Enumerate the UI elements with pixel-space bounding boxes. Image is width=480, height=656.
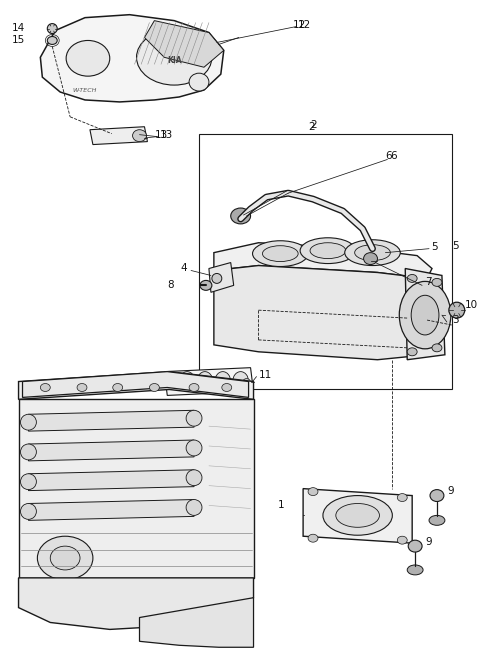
Ellipse shape <box>37 536 93 580</box>
Ellipse shape <box>432 344 442 352</box>
Polygon shape <box>140 598 253 647</box>
Bar <box>199 134 452 390</box>
Polygon shape <box>40 14 224 102</box>
Ellipse shape <box>397 493 407 502</box>
Ellipse shape <box>397 536 407 544</box>
Text: 8: 8 <box>168 280 174 291</box>
Polygon shape <box>28 410 194 431</box>
Text: 6: 6 <box>390 152 397 161</box>
Ellipse shape <box>242 379 251 386</box>
Ellipse shape <box>308 534 318 542</box>
Ellipse shape <box>212 274 222 283</box>
Ellipse shape <box>215 372 231 392</box>
Ellipse shape <box>399 281 451 349</box>
Polygon shape <box>90 127 147 144</box>
Text: 5: 5 <box>452 241 458 251</box>
Ellipse shape <box>222 384 232 392</box>
Ellipse shape <box>263 246 298 262</box>
Text: 9: 9 <box>425 537 432 547</box>
Ellipse shape <box>21 444 36 460</box>
Text: 15: 15 <box>12 35 25 45</box>
Ellipse shape <box>411 295 439 335</box>
Ellipse shape <box>136 30 212 85</box>
Ellipse shape <box>252 241 308 266</box>
Ellipse shape <box>449 302 465 318</box>
Ellipse shape <box>323 495 392 535</box>
Ellipse shape <box>363 253 377 264</box>
Ellipse shape <box>77 384 87 392</box>
Ellipse shape <box>200 280 212 291</box>
Polygon shape <box>23 372 249 398</box>
Ellipse shape <box>179 372 195 392</box>
Ellipse shape <box>233 372 249 392</box>
Polygon shape <box>19 578 253 629</box>
Ellipse shape <box>429 516 445 525</box>
Ellipse shape <box>66 41 110 76</box>
Ellipse shape <box>149 384 159 392</box>
Ellipse shape <box>197 372 213 392</box>
Ellipse shape <box>48 24 57 33</box>
Ellipse shape <box>308 487 318 495</box>
Polygon shape <box>19 400 253 578</box>
Text: 9: 9 <box>447 485 454 496</box>
Ellipse shape <box>189 73 209 91</box>
Text: W-TECH: W-TECH <box>72 87 96 92</box>
Text: 13: 13 <box>159 130 173 140</box>
Text: 11: 11 <box>259 369 272 380</box>
Text: KIA: KIA <box>167 56 181 65</box>
Text: 10: 10 <box>465 300 478 310</box>
Ellipse shape <box>408 540 422 552</box>
Ellipse shape <box>170 379 178 386</box>
Text: 5: 5 <box>431 241 438 252</box>
Text: 4: 4 <box>180 262 187 272</box>
Text: 3: 3 <box>452 315 458 325</box>
Ellipse shape <box>336 504 380 527</box>
Polygon shape <box>28 499 194 520</box>
Ellipse shape <box>310 243 346 258</box>
Ellipse shape <box>432 278 442 287</box>
Ellipse shape <box>407 348 417 356</box>
Text: 2: 2 <box>308 122 315 132</box>
Polygon shape <box>209 262 234 293</box>
Ellipse shape <box>40 384 50 392</box>
Ellipse shape <box>50 546 80 570</box>
Ellipse shape <box>231 208 251 224</box>
Ellipse shape <box>132 130 146 142</box>
Ellipse shape <box>186 470 202 485</box>
Text: 13: 13 <box>155 130 168 140</box>
Ellipse shape <box>355 245 390 260</box>
Polygon shape <box>19 372 253 400</box>
Text: 2: 2 <box>310 120 317 130</box>
Polygon shape <box>164 367 253 396</box>
Ellipse shape <box>186 499 202 516</box>
Polygon shape <box>28 440 194 461</box>
Ellipse shape <box>407 274 417 282</box>
Ellipse shape <box>300 237 356 264</box>
Ellipse shape <box>186 440 202 456</box>
Text: 12: 12 <box>293 20 306 30</box>
Polygon shape <box>214 266 427 359</box>
Ellipse shape <box>189 384 199 392</box>
Ellipse shape <box>21 414 36 430</box>
Text: 7: 7 <box>425 277 432 287</box>
Ellipse shape <box>21 504 36 520</box>
Text: 12: 12 <box>298 20 312 30</box>
Polygon shape <box>303 489 412 543</box>
Text: 6: 6 <box>385 152 392 161</box>
Ellipse shape <box>48 37 57 45</box>
Ellipse shape <box>113 384 123 392</box>
Ellipse shape <box>186 410 202 426</box>
Text: 14: 14 <box>12 22 25 33</box>
Text: 1: 1 <box>277 501 284 510</box>
Ellipse shape <box>430 489 444 502</box>
Polygon shape <box>144 20 224 67</box>
Ellipse shape <box>345 239 400 266</box>
Polygon shape <box>28 470 194 491</box>
Ellipse shape <box>21 474 36 489</box>
Polygon shape <box>214 243 432 278</box>
Ellipse shape <box>407 565 423 575</box>
Polygon shape <box>405 268 445 359</box>
